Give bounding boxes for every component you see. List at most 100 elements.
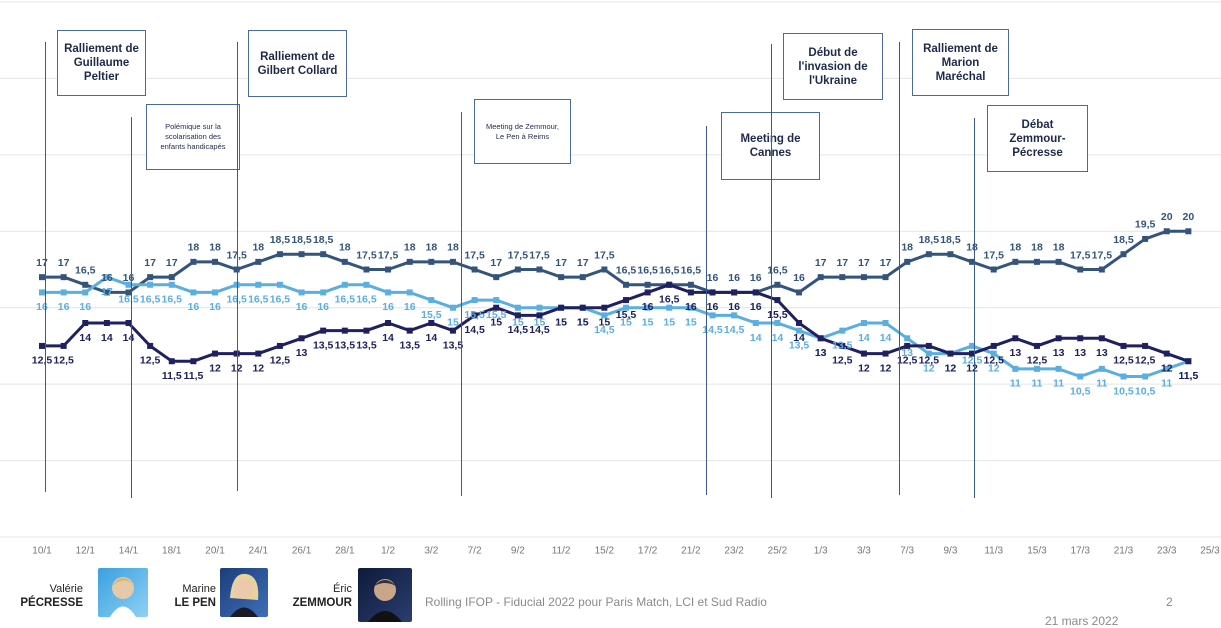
point [385,266,392,273]
point [493,297,500,304]
point [579,304,586,311]
value-label: 17,5 [1092,249,1113,261]
value-label: 11 [1161,378,1172,390]
point [687,281,694,288]
point [709,289,716,296]
annotation: Meeting de Cannes [721,112,820,180]
value-label: 16 [209,301,221,313]
point [190,358,197,365]
point [752,320,759,326]
point [514,312,521,319]
page-number: 2 [1166,595,1173,609]
value-label: 15 [512,316,524,328]
value-label: 12 [209,362,221,374]
point [125,320,132,326]
value-label: 16 [188,301,200,313]
legend-name: PÉCRESSE [20,597,83,609]
value-label: 17,5 [1070,249,1091,261]
annotation-line [706,126,707,495]
value-label: 16 [750,301,762,313]
value-label: 14 [793,332,805,344]
point [904,258,911,265]
point [233,266,240,273]
value-label: 13,5 [313,339,334,351]
annotation: Polémique sur la scolarisation des enfan… [146,104,240,170]
point [212,350,219,357]
point [969,342,976,349]
value-label: 13 [815,347,827,359]
x-tick-label: 20/1 [205,546,225,557]
value-label: 18 [252,242,264,254]
point [990,350,997,357]
value-label: 20 [1183,211,1195,223]
value-label: 16 [728,301,740,313]
value-label: 20 [1161,211,1173,223]
legend-entry: Marine LE PEN [150,582,216,610]
value-label: 17,5 [356,249,377,261]
value-label: 15 [620,316,632,328]
value-label: 17 [101,286,113,298]
value-label: 14,5 [724,324,745,336]
point [39,274,45,281]
point [774,281,781,288]
point [428,258,435,265]
value-label: 12 [945,362,957,374]
value-label: 15 [555,316,567,328]
point [969,350,976,357]
legend-name: ZEMMOUR [292,597,352,609]
value-label: 14 [382,332,394,344]
value-label: 12,5 [32,355,53,367]
point [298,335,305,342]
point [1120,373,1127,380]
value-label: 12,5 [832,355,853,367]
x-tick-label: 1/2 [381,546,395,557]
value-label: 16 [296,301,308,313]
value-label: 15,5 [421,309,442,321]
value-label: 17 [858,257,870,269]
value-label: 13,5 [356,339,377,351]
value-label: 14 [425,332,437,344]
value-label: 18 [425,242,437,254]
point [341,327,348,334]
point [212,289,219,296]
point [82,281,89,288]
point [82,320,89,326]
value-label: 16 [642,301,654,313]
x-tick-label: 7/3 [900,546,914,557]
point [1055,365,1062,372]
legend-name: LE PEN [174,597,216,609]
point [1012,258,1019,265]
point [1033,365,1040,372]
legend-first-name: Marine [182,583,216,595]
value-label: 14,5 [702,324,723,336]
annotation-line [131,117,132,498]
x-tick-label: 14/1 [119,546,139,557]
point [925,251,932,258]
annotation-line [45,42,46,492]
value-label: 12,5 [962,355,983,367]
legend-first-name: Éric [333,583,352,595]
value-label: 14 [101,332,113,344]
annotation: Ralliement de Gilbert Collard [248,30,347,97]
value-label: 12,5 [1113,355,1134,367]
point [839,327,846,334]
value-label: 12 [923,362,935,374]
value-label: 12 [1161,362,1173,374]
point [103,320,110,326]
value-label: 17,5 [529,249,550,261]
point [276,342,283,349]
value-label: 14 [772,332,784,344]
value-label: 14 [750,332,762,344]
value-label: 16,5 [659,294,680,306]
point [731,312,738,319]
point [644,289,651,296]
annotation-line [461,112,462,496]
point [817,274,824,281]
point [1142,342,1149,349]
point [168,274,175,281]
value-label: 14,5 [464,324,485,336]
point [341,258,348,265]
point [190,289,197,296]
